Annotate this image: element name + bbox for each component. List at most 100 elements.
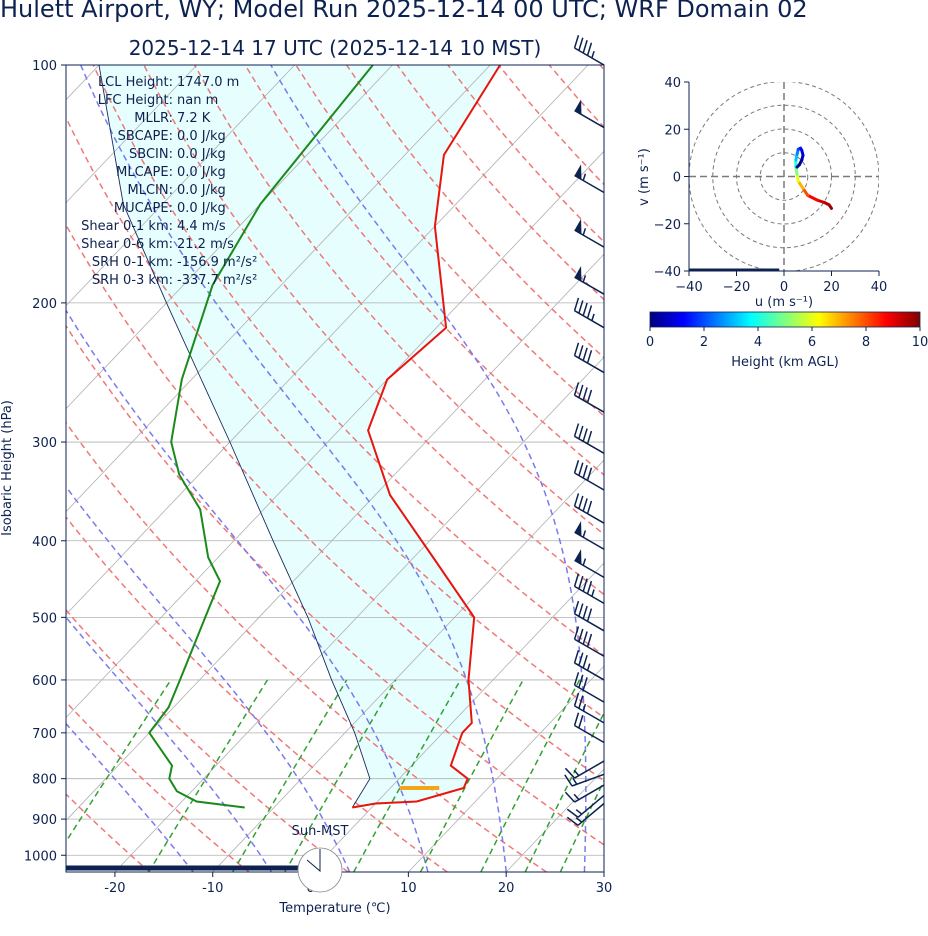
isotherm-line — [66, 65, 198, 204]
wind-barb — [564, 784, 605, 803]
mixing-ratio-line — [353, 679, 462, 872]
y-tick-label: 600 — [32, 674, 57, 689]
wind-barb — [574, 520, 605, 550]
wind-barb — [574, 265, 605, 295]
x-tick-label: 20 — [498, 881, 515, 896]
hodograph-x-label: u (m s⁻¹) — [755, 295, 813, 310]
stat-label: SRH 0-3 km: — [92, 273, 173, 288]
x-tick-label: 10 — [400, 881, 417, 896]
isotherm-line — [702, 65, 928, 872]
hodograph-x-tick-label: 0 — [780, 280, 788, 295]
stat-value: 7.2 K — [177, 111, 211, 126]
stat-value: -156.9 m²/s² — [177, 255, 257, 270]
hodograph-ring — [759, 152, 809, 201]
isotherm-line — [603, 871, 604, 872]
wind-barb — [574, 549, 605, 579]
dry-adiabat — [548, 65, 604, 129]
stat-label: Shear 0-1 km: — [81, 219, 173, 234]
y-tick-label: 500 — [32, 611, 57, 626]
stat-label: MLCAPE: — [116, 165, 173, 180]
stat-label: MUCAPE: — [114, 201, 173, 216]
wind-barb — [574, 99, 605, 129]
isotherm-line — [408, 665, 604, 872]
dry-adiabat — [396, 65, 604, 301]
colorbar-tick-label: 0 — [646, 335, 654, 350]
colorbar-label: Height (km AGL) — [731, 355, 839, 370]
hodograph-y-tick-label: −20 — [654, 218, 681, 233]
wind-barb — [566, 794, 605, 818]
dry-adiabat — [752, 65, 928, 872]
sun-hand-icon — [306, 849, 321, 873]
stat-value: 0.0 J/kg — [177, 147, 226, 162]
hodograph-segment — [806, 193, 819, 202]
dry-adiabat — [66, 223, 604, 782]
dry-adiabat — [143, 65, 604, 596]
hodograph-y-tick-label: −40 — [654, 265, 681, 280]
wind-barb — [564, 773, 605, 787]
y-tick-label: 700 — [32, 727, 57, 742]
stat-value: 21.2 m/s — [177, 237, 234, 252]
moist-adiabat — [66, 485, 351, 872]
stat-label: LCL Height: — [98, 75, 173, 90]
isotherm-line — [66, 65, 295, 307]
moist-adiabat — [66, 722, 194, 872]
moist-adiabat — [80, 65, 507, 872]
colorbar-tick-label: 2 — [700, 335, 708, 350]
hodograph-x-tick-label: −40 — [675, 280, 702, 295]
wind-barb — [574, 218, 605, 248]
y-tick-label: 400 — [32, 535, 57, 550]
y-tick-label: 200 — [32, 297, 57, 312]
wind-barb — [573, 297, 605, 329]
dry-adiabat — [66, 608, 349, 872]
colorbar-tick-label: 10 — [912, 335, 928, 350]
wind-barb — [574, 164, 605, 194]
isotherm-line — [505, 768, 604, 872]
mixing-ratio-line — [66, 679, 172, 843]
x-axis-label: Temperature (℃) — [278, 901, 390, 916]
y-axis-label: Isobaric Height (hPa) — [0, 400, 15, 536]
stat-label: Shear 0-6 km: — [81, 237, 173, 252]
x-tick-label: 30 — [596, 881, 613, 896]
stat-label: MLLR: — [134, 111, 173, 126]
wind-barb — [573, 460, 605, 491]
y-tick-label: 100 — [32, 59, 57, 74]
sun-label: Sun-MST — [292, 824, 349, 839]
temperature-profile-line — [352, 65, 501, 809]
isotherm-line — [114, 356, 604, 872]
stat-value: 1747.0 m — [177, 75, 239, 90]
page-subtitle: 2025-12-14 17 UTC (2025-12-14 10 MST) — [128, 36, 542, 60]
dry-adiabat — [66, 324, 604, 846]
hodograph-y-label: v (m s⁻¹) — [637, 148, 652, 206]
colorbar-tick-label: 8 — [862, 335, 870, 350]
y-tick-label: 300 — [32, 436, 57, 451]
dry-adiabat — [447, 65, 604, 243]
dewpoint-profile-line — [148, 65, 374, 809]
stat-value: -337.7 m²/s² — [177, 273, 257, 288]
wind-barb — [573, 649, 605, 681]
wind-barb — [573, 626, 605, 657]
mixing-ratio-line — [559, 779, 604, 872]
y-tick-label: 800 — [32, 773, 57, 788]
isotherm-line — [66, 65, 589, 616]
hodograph-y-tick-label: 40 — [664, 76, 681, 91]
stat-label: LFC Height: — [98, 93, 173, 108]
wind-barb — [573, 712, 605, 744]
wind-barb — [573, 342, 605, 374]
isotherm-line — [310, 562, 604, 872]
x-tick-label: -10 — [202, 881, 223, 896]
dry-adiabat — [651, 65, 928, 872]
isotherm-line — [66, 150, 604, 719]
x-tick-label: -20 — [104, 881, 125, 896]
hodograph-x-tick-label: −20 — [723, 280, 750, 295]
wind-barb — [564, 760, 605, 779]
dry-adiabat — [66, 793, 151, 872]
dry-adiabat — [701, 65, 928, 872]
isotherm-line — [66, 253, 604, 822]
dry-adiabat — [66, 421, 547, 872]
y-tick-label: 1000 — [24, 849, 57, 864]
isotherm-line — [66, 65, 491, 513]
colorbar-tick-label: 6 — [808, 335, 816, 350]
hodograph-area — [689, 82, 879, 271]
mixing-ratio-line — [284, 679, 397, 872]
